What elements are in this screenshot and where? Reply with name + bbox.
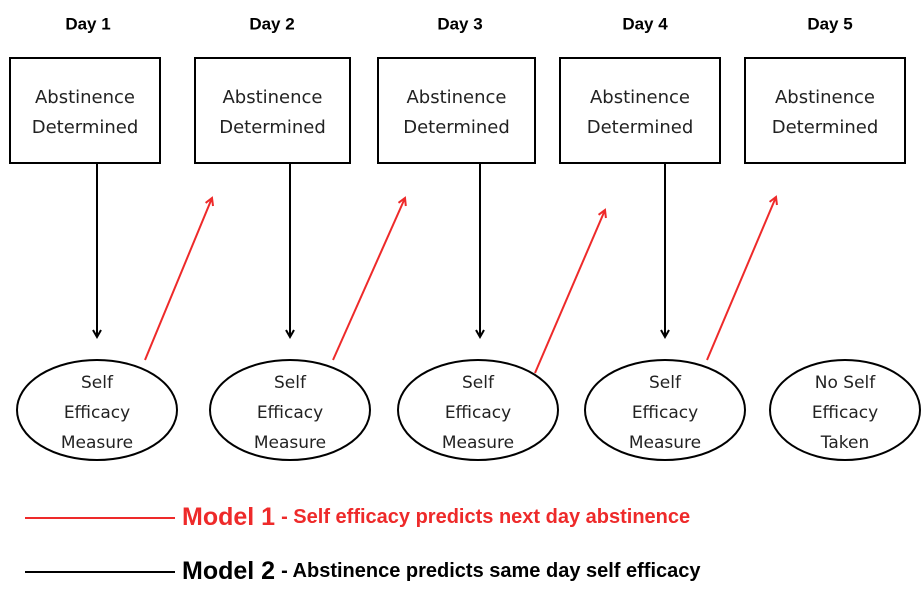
arrow-model-1 — [706, 197, 776, 361]
box-text: Determined — [219, 117, 326, 138]
arrow-model-1 — [332, 198, 405, 361]
day-box — [9, 57, 161, 164]
ellipse-text: Measure — [629, 433, 701, 453]
day-box — [559, 57, 721, 164]
day-label: Day 3 — [437, 14, 482, 33]
box-text: Abstinence — [590, 87, 690, 108]
day-box — [377, 57, 536, 164]
day-label: Day 2 — [249, 14, 294, 33]
legend-description: - Abstinence predicts same day self effi… — [281, 560, 701, 582]
measure-ellipse — [397, 359, 559, 461]
day-box — [194, 57, 351, 164]
day-label: Day 4 — [622, 14, 668, 33]
day-label: Day 1 — [65, 14, 110, 33]
ellipse-text: Self — [462, 373, 495, 393]
ellipse-text: Efficacy — [445, 403, 511, 423]
arrow-model-1 — [534, 210, 605, 374]
measure-ellipse — [769, 359, 921, 461]
day-label: Day 5 — [807, 14, 852, 33]
measure-ellipse — [584, 359, 746, 461]
day-box — [744, 57, 906, 164]
ellipse-text: Taken — [820, 433, 869, 453]
legend-text: Model 2 - Abstinence predicts same day se… — [182, 557, 701, 585]
ellipse-text: Self — [649, 373, 682, 393]
box-text: Abstinence — [35, 87, 135, 108]
ellipse-text: Efficacy — [812, 403, 878, 423]
ellipse-text: Self — [81, 373, 114, 393]
ellipse-text: Measure — [61, 433, 133, 453]
ellipse-text: No Self — [815, 373, 876, 393]
legend-description: - Self efficacy predicts next day abstin… — [281, 506, 690, 528]
measure-ellipse — [16, 359, 178, 461]
arrow-model-1 — [144, 198, 212, 361]
box-text: Abstinence — [222, 87, 322, 108]
box-text: Abstinence — [406, 87, 506, 108]
ellipse-text: Efficacy — [257, 403, 323, 423]
ellipse-text: Measure — [442, 433, 514, 453]
box-text: Determined — [772, 117, 879, 138]
ellipse-text: Efficacy — [64, 403, 130, 423]
legend-model: Model 1 — [182, 503, 275, 531]
ellipse-text: Measure — [254, 433, 326, 453]
legend-model: Model 2 — [182, 557, 275, 585]
legend-text: Model 1 - Self efficacy predicts next day… — [182, 503, 690, 531]
box-text: Determined — [403, 117, 510, 138]
ellipse-text: Efficacy — [632, 403, 698, 423]
box-text: Abstinence — [775, 87, 875, 108]
measure-ellipse — [209, 359, 371, 461]
box-text: Determined — [587, 117, 694, 138]
box-text: Determined — [32, 117, 139, 138]
ellipse-text: Self — [274, 373, 307, 393]
